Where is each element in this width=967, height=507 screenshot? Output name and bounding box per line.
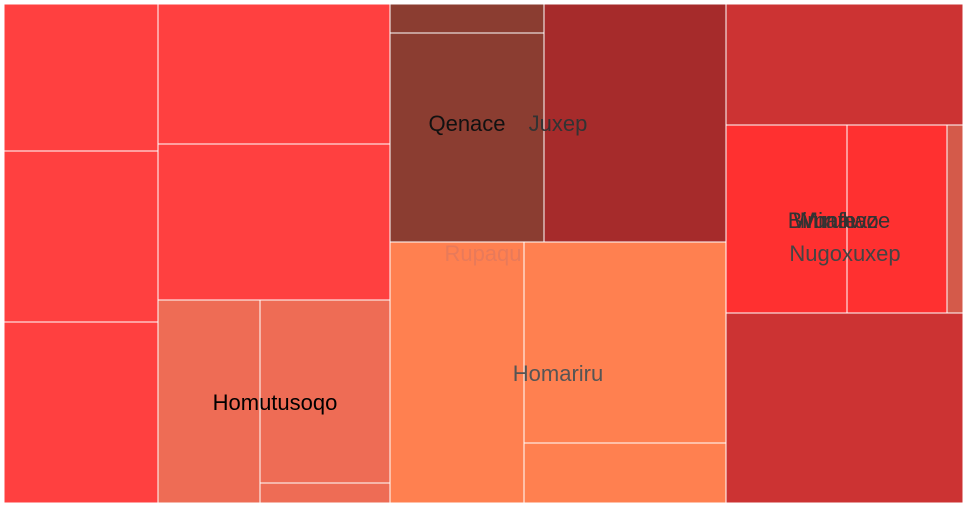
labels-layer: Homutusoqo Qenace Juxep Rupaqu Homariru … xyxy=(213,111,901,415)
tile-homutusoqo-3 xyxy=(259,482,391,504)
label-juxep: Juxep xyxy=(529,111,588,136)
tiles-layer xyxy=(3,3,964,504)
tile-group-0-2 xyxy=(3,150,159,323)
tile-juxep-1 xyxy=(543,3,727,243)
tile-group-0-5 xyxy=(157,143,391,301)
tile-qenace-2 xyxy=(389,32,545,243)
label-miruhaze: Miruhaze xyxy=(800,208,890,233)
label-wunawo: Wunawo xyxy=(793,208,878,233)
tile-bimafe-1 xyxy=(725,3,964,126)
label-homutusoqo: Homutusoqo xyxy=(213,390,338,415)
tile-homariru-2 xyxy=(523,241,727,444)
tile-homutusoqo-2 xyxy=(259,299,391,484)
tile-group-0-3 xyxy=(3,321,159,504)
label-bimafe: Bimafe xyxy=(788,208,856,233)
label-qenace: Qenace xyxy=(428,111,505,136)
tile-wunawo-1 xyxy=(725,124,848,314)
tile-nugoxuxep-1 xyxy=(946,124,964,314)
label-nugoxuxep: Nugoxuxep xyxy=(789,241,900,266)
tile-group-0-1 xyxy=(3,3,159,152)
tile-homariru-3 xyxy=(523,442,727,504)
tile-homariru-1 xyxy=(389,241,525,504)
label-rupaqu: Rupaqu xyxy=(444,241,521,266)
tile-qenace-1 xyxy=(389,3,545,34)
label-homariru: Homariru xyxy=(513,361,603,386)
tile-homutusoqo-1 xyxy=(157,299,261,504)
tile-bimafe-2 xyxy=(725,312,964,504)
tile-group-0-4 xyxy=(157,3,391,145)
tile-miruhaze-1 xyxy=(846,124,948,314)
